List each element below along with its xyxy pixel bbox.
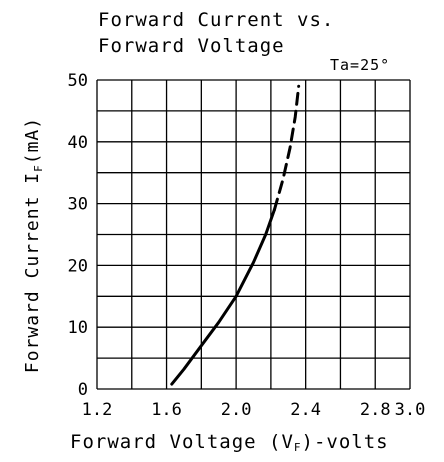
grid — [96, 79, 411, 390]
y-tick-label: 20 — [68, 256, 88, 276]
temperature-condition: Ta=25° — [330, 56, 390, 74]
curve — [170, 84, 301, 386]
x-axis-label-sub: F — [294, 441, 302, 454]
chart-title-line-1: Forward Current vs. — [98, 9, 334, 31]
y-tick-label: 30 — [68, 195, 88, 215]
y-tick-label: 50 — [68, 71, 88, 91]
x-tick-label: 2.8 — [360, 400, 391, 420]
y-axis-label-sub: F — [32, 164, 45, 172]
y-axis-label-main: Forward Current I — [22, 172, 43, 373]
y-tick-labels: 0 10 20 30 40 50 — [68, 71, 88, 400]
x-axis-label-tail: )-volts — [302, 431, 389, 453]
x-tick-labels: 1.2 1.6 2.0 2.4 2.8 3.0 — [82, 400, 426, 420]
y-tick-label: 40 — [68, 133, 88, 153]
x-axis-label-main: Forward Voltage (V — [70, 431, 294, 453]
y-tick-label: 0 — [78, 380, 88, 400]
curve-dashed-segment — [272, 84, 301, 212]
x-axis-label: Forward Voltage (VF)-volts — [70, 431, 389, 454]
y-axis-label: Forward Current IF(mA) — [22, 117, 45, 373]
chart-title-line-2: Forward Voltage — [98, 35, 285, 57]
x-tick-label: 1.6 — [151, 400, 182, 420]
curve-solid-segment — [170, 208, 276, 386]
x-tick-label: 1.2 — [82, 400, 113, 420]
y-axis-label-tail: (mA) — [22, 117, 43, 164]
y-tick-label: 10 — [68, 318, 88, 338]
x-tick-label: 2.0 — [221, 400, 252, 420]
x-tick-label: 3.0 — [395, 400, 426, 420]
x-tick-label: 2.4 — [290, 400, 321, 420]
